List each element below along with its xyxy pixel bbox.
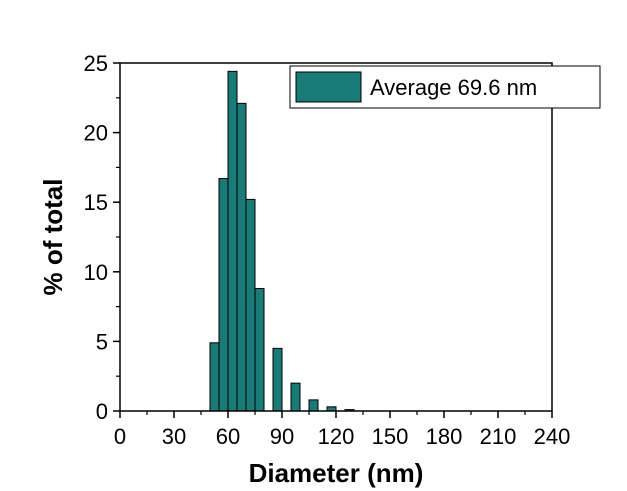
- histogram-bar: [290, 382, 301, 412]
- legend-label: Average 69.6 nm: [370, 75, 537, 100]
- histogram-bar: [227, 70, 238, 412]
- y-tick-label: 20: [84, 121, 108, 146]
- y-tick-label: 10: [84, 260, 108, 285]
- bars-group: [209, 70, 355, 412]
- x-tick-label: 30: [162, 424, 186, 449]
- y-tick-label: 5: [96, 329, 108, 354]
- y-tick-labels: 0 5 10 15 20 25: [84, 51, 108, 424]
- legend: Average 69.6 nm: [289, 65, 601, 109]
- x-tick-label: 0: [114, 424, 126, 449]
- x-tick-label: 210: [480, 424, 517, 449]
- plot-frame: [119, 62, 553, 412]
- x-tick-label: 90: [270, 424, 294, 449]
- histogram-bar: [209, 342, 220, 412]
- x-tick-label: 150: [372, 424, 409, 449]
- histogram-bar: [218, 178, 229, 412]
- histogram-bar: [272, 347, 283, 412]
- x-tick-label: 120: [318, 424, 355, 449]
- histogram-bar: [308, 399, 319, 412]
- y-tick-label: 15: [84, 190, 108, 215]
- legend-swatch: [295, 71, 362, 103]
- y-axis-title: % of total: [38, 179, 68, 296]
- y-tick-label: 25: [84, 51, 108, 76]
- x-axis-title: Diameter (nm): [249, 458, 424, 488]
- histogram-bar: [254, 288, 265, 412]
- y-tick-label: 0: [96, 399, 108, 424]
- x-tick-label: 60: [216, 424, 240, 449]
- histogram-bar: [245, 198, 256, 412]
- histogram-bar: [236, 102, 247, 412]
- x-tick-label: 240: [534, 424, 571, 449]
- x-tick-labels: 0 30 60 90 120 150 180 210 240: [114, 424, 570, 449]
- axes-group: [113, 62, 553, 418]
- x-tick-label: 180: [426, 424, 463, 449]
